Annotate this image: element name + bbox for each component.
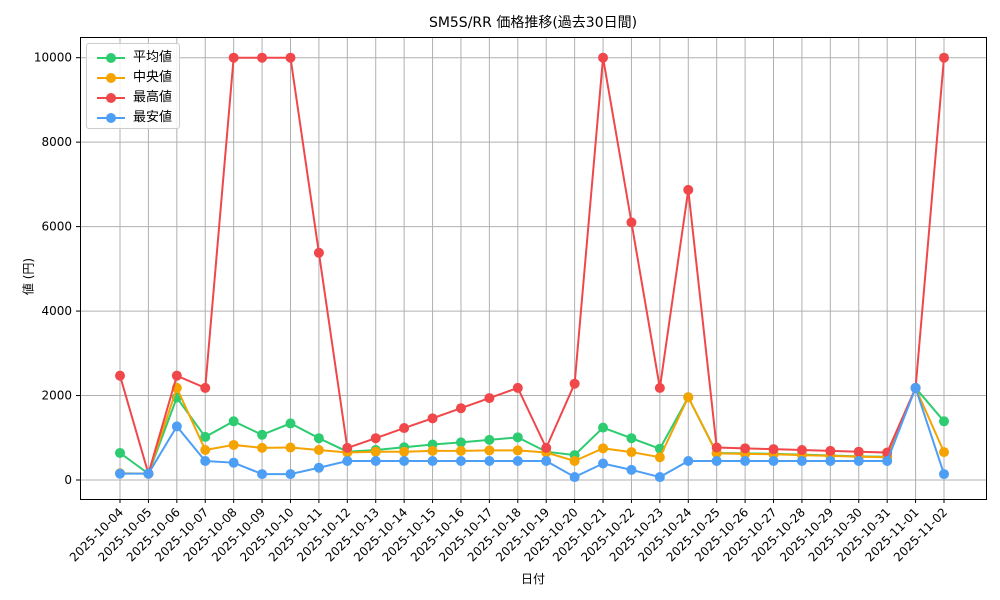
legend-label: 平均値 xyxy=(133,50,173,65)
svg-text:8000: 8000 xyxy=(41,135,72,149)
legend-item-max: 最高値 xyxy=(93,88,179,108)
chart-title: SM5S/RR 価格推移(過去30日間) xyxy=(428,15,638,31)
y-axis-ticks: 0 2000 4000 6000 8000 10000 xyxy=(34,51,80,487)
legend-label: 最高値 xyxy=(133,90,173,105)
svg-text:2000: 2000 xyxy=(41,389,72,403)
legend-dot-icon xyxy=(106,53,116,63)
legend-item-min: 最安値 xyxy=(93,108,179,128)
svg-text:0: 0 xyxy=(64,473,72,487)
legend-label: 中央値 xyxy=(133,70,173,85)
legend-item-average: 平均値 xyxy=(93,48,179,68)
svg-text:4000: 4000 xyxy=(41,304,72,318)
legend-dot-icon xyxy=(106,113,116,123)
legend-item-median: 中央値 xyxy=(93,68,179,88)
legend-label: 最安値 xyxy=(133,110,173,125)
y-axis-label: 値 (円) xyxy=(21,257,36,296)
plot-frame xyxy=(80,37,987,500)
legend-dot-icon xyxy=(106,93,116,103)
x-axis-ticks: 2025-10-042025-10-052025-10-062025-10-07… xyxy=(67,499,950,564)
legend-dot-icon xyxy=(106,73,116,83)
x-axis-label: 日付 xyxy=(520,572,545,586)
legend: 平均値 中央値 最高値 最安値 xyxy=(86,43,180,129)
svg-text:6000: 6000 xyxy=(41,220,72,234)
svg-text:10000: 10000 xyxy=(34,51,72,65)
data-series xyxy=(115,52,949,483)
